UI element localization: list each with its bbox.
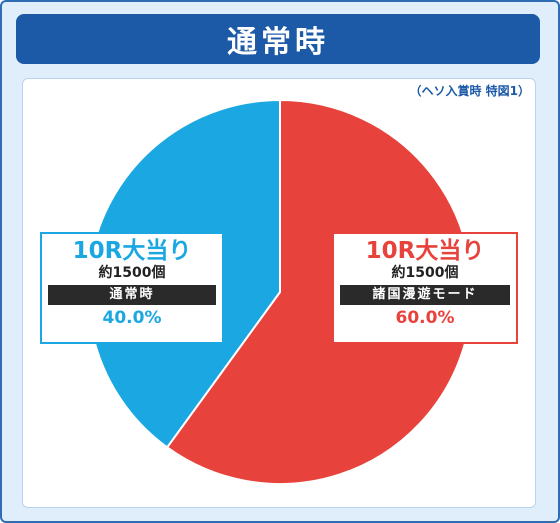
slice-label-normal: 10R大当り 約1500個 通常時 40.0% bbox=[40, 232, 224, 344]
slice-label-shokoku: 10R大当り 約1500個 諸国漫遊モード 60.0% bbox=[332, 232, 518, 344]
slice-label-shokoku-pct: 60.0% bbox=[395, 308, 455, 328]
chart-note: （ヘソ入賞時 特図1） bbox=[409, 84, 530, 98]
slice-label-normal-mode: 通常時 bbox=[48, 285, 216, 305]
slice-label-shokoku-title: 10R大当り bbox=[365, 238, 485, 264]
slice-label-shokoku-mode: 諸国漫遊モード bbox=[340, 285, 510, 305]
slice-label-normal-pct: 40.0% bbox=[102, 308, 162, 328]
slice-label-normal-title: 10R大当り bbox=[72, 238, 192, 264]
chart-title: 通常時 bbox=[227, 25, 329, 60]
slice-label-normal-sub: 約1500個 bbox=[98, 265, 166, 281]
pie-slice-shokoku-mode bbox=[165, 98, 473, 485]
slice-label-shokoku-sub: 約1500個 bbox=[391, 265, 459, 281]
title-bar: 通常時 bbox=[16, 14, 540, 64]
